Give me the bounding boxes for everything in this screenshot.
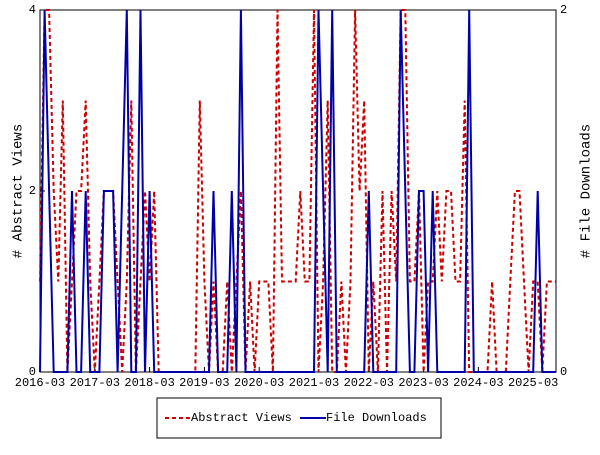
legend-label: File Downloads [326, 411, 427, 425]
plot-area [39, 9, 557, 373]
y-tick-label: 4 [29, 3, 36, 17]
x-tick-label: 2022-03 [344, 376, 394, 390]
y2-tick-label: 0 [560, 365, 567, 379]
series-line [39, 9, 556, 373]
x-tick-label: 2023-03 [398, 376, 448, 390]
x-tick-label: 2018-03 [124, 376, 174, 390]
y2-tick-label: 2 [560, 3, 567, 17]
y-tick-label: 2 [29, 184, 36, 198]
x-tick-label: 2025-03 [508, 376, 558, 390]
series-line [39, 9, 556, 373]
legend-box [156, 397, 442, 439]
legend-label: Abstract Views [191, 411, 292, 425]
y-tick-label: 0 [29, 365, 36, 379]
x-tick-label: 2016-03 [15, 376, 65, 390]
x-tick-label: 2020-03 [234, 376, 284, 390]
x-tick-label: 2019-03 [179, 376, 229, 390]
x-tick-label: 2021-03 [289, 376, 339, 390]
y2-axis-label: # File Downloads [579, 124, 595, 258]
y-axis-label: # Abstract Views [11, 124, 27, 258]
x-tick-label: 2017-03 [70, 376, 120, 390]
x-tick-label: 2024-03 [453, 376, 503, 390]
